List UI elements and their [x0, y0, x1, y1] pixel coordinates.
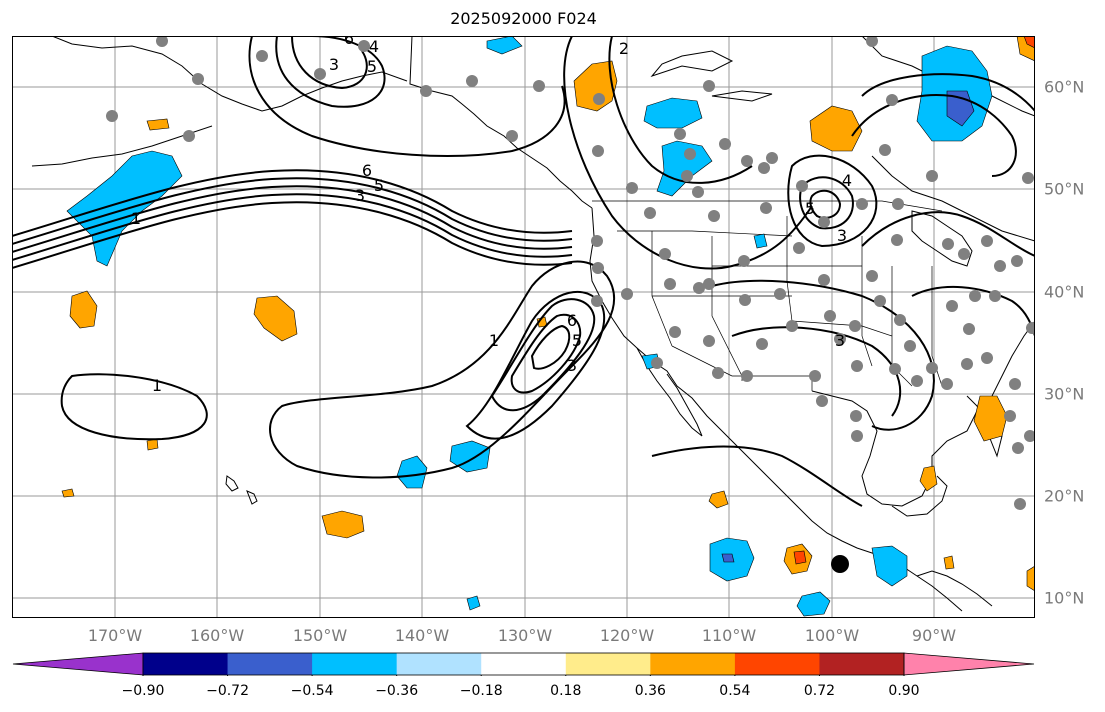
colorbar-tick-label: −0.90 — [121, 683, 165, 699]
contour-label: 4 — [842, 171, 852, 190]
contour-label: 2 — [619, 39, 629, 58]
colorbar-extend-low — [12, 652, 144, 676]
lon-label: 160°W — [189, 626, 245, 645]
colorbar-tick-label: −0.36 — [375, 683, 419, 699]
contour-label: 3 — [329, 55, 339, 74]
forecast-map: 6 3 5 4 2 6 5 3 1 4 5 3 3 6 5 3 1 1 — [12, 36, 1035, 618]
lon-label: 140°W — [394, 626, 450, 645]
colorbar-tick-label: 0.54 — [719, 683, 751, 699]
lat-label: 30°N — [1044, 384, 1085, 404]
colorbar-segment — [734, 653, 820, 675]
contour-label: 4 — [369, 37, 379, 56]
contour-label: 1 — [131, 209, 141, 228]
lon-label: 110°W — [701, 626, 757, 645]
contour-label: 5 — [367, 57, 377, 76]
colorbar-segment — [312, 653, 398, 675]
contour-lines — [12, 36, 1035, 507]
colorbar-tick-label: −0.72 — [206, 683, 249, 699]
marker-dot — [831, 555, 849, 573]
contour-label: 3 — [835, 331, 845, 350]
contour-label: 1 — [489, 331, 499, 350]
lon-label: 120°W — [599, 626, 655, 645]
lon-label: 130°W — [497, 626, 553, 645]
contour-label: 6 — [362, 161, 372, 180]
colorbar-segment — [819, 653, 905, 675]
map-title: 2025092000 F024 — [450, 9, 597, 28]
lon-label: 170°W — [87, 626, 143, 645]
lon-label: 90°W — [911, 626, 957, 645]
lon-label: 150°W — [292, 626, 348, 645]
colorbar-segment — [565, 653, 651, 675]
lat-label: 60°N — [1044, 77, 1085, 97]
contour-label: 3 — [355, 186, 365, 205]
contour-label-group: 6 3 5 4 2 6 5 3 1 4 5 3 3 6 5 3 1 1 — [131, 36, 852, 395]
colorbar-tick-label: −0.18 — [459, 683, 503, 699]
colorbar-tick-label: 0.90 — [888, 683, 920, 699]
colorbar-tick-label: 0.18 — [550, 683, 582, 699]
colorbar-tick-label: 0.36 — [634, 683, 666, 699]
colorbar — [12, 652, 1035, 676]
lat-label: 20°N — [1044, 486, 1085, 506]
lat-label: 50°N — [1044, 179, 1085, 199]
contour-label: 3 — [567, 356, 577, 375]
station-dots — [106, 36, 1035, 510]
colorbar-segment — [396, 653, 482, 675]
lat-lon-grid — [12, 36, 1035, 618]
lat-label: 10°N — [1044, 588, 1085, 608]
lon-label: 100°W — [804, 626, 860, 645]
contour-label: 1 — [152, 376, 162, 395]
colorbar-segment — [481, 653, 567, 675]
contour-label: 3 — [837, 226, 847, 245]
colorbar-segment — [143, 653, 229, 675]
lat-label: 40°N — [1044, 282, 1085, 302]
contour-label: 6 — [567, 311, 577, 330]
colorbar-extend-high — [903, 652, 1035, 676]
colorbar-segment — [227, 653, 313, 675]
contour-label: 6 — [344, 36, 354, 48]
contour-label: 5 — [572, 331, 582, 350]
colorbar-tick-label: −0.54 — [290, 683, 334, 699]
contour-label: 5 — [374, 176, 384, 195]
colorbar-segment — [650, 653, 736, 675]
contour-label: 5 — [805, 199, 815, 218]
colorbar-tick-label: 0.72 — [803, 683, 836, 699]
